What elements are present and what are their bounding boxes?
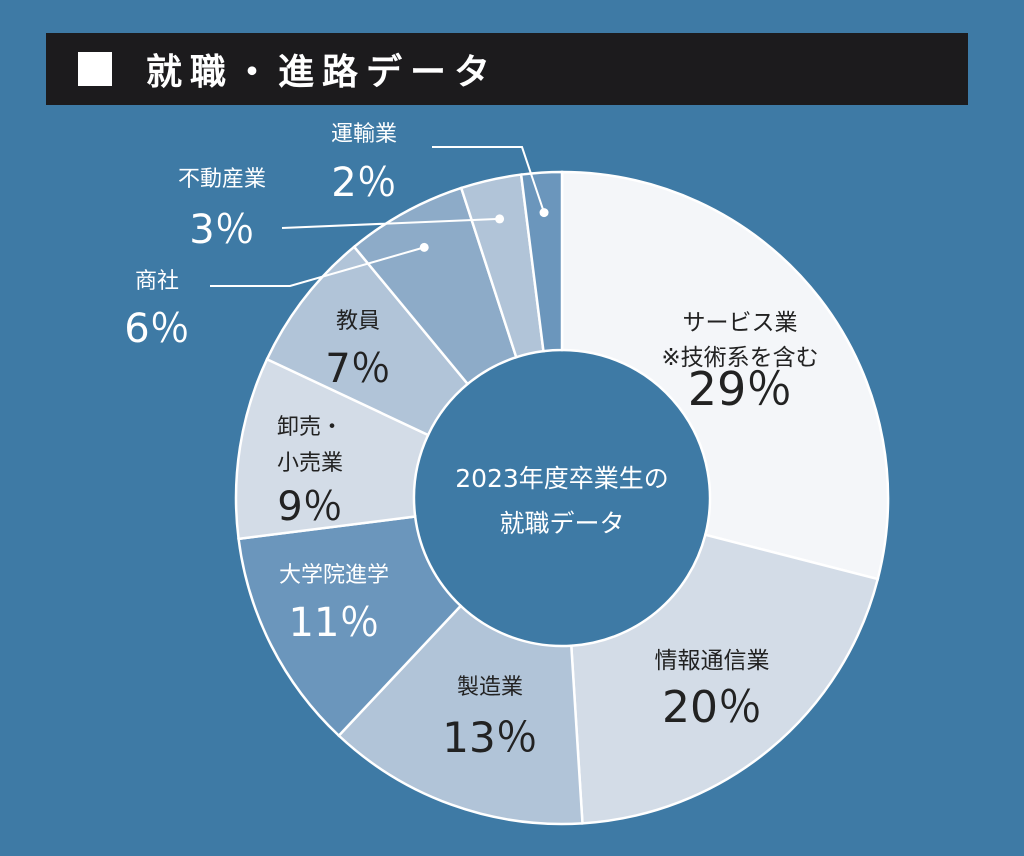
slice-label-2: 情報通信業	[655, 648, 770, 674]
slice-label-8: 不動産業	[178, 167, 266, 192]
slice-value-9: 2％	[331, 160, 396, 206]
callout-line-9	[432, 146, 545, 213]
slice-value-7: 6％	[124, 306, 189, 352]
square-bullet-icon	[78, 52, 112, 86]
slice-label-6: 教員	[336, 309, 380, 334]
center-label-line-1: 2023年度卒業生の	[455, 464, 669, 493]
slice-label-3: 製造業	[457, 675, 523, 700]
slice-label-5-line-2: 小売業	[277, 451, 343, 476]
center-label-line-2: 就職データ	[499, 509, 624, 538]
slice-label-7: 商社	[135, 269, 179, 294]
slice-3	[337, 604, 584, 826]
slice-value-2: 20％	[662, 682, 762, 733]
slice-9	[519, 170, 564, 353]
slice-value-5: 9％	[277, 484, 342, 530]
page-title: 就職・進路データ	[146, 52, 499, 93]
slice-label-1-line-1: サービス業	[683, 310, 798, 336]
slice-label-4: 大学院進学	[279, 563, 389, 588]
slice-value-3: 13％	[442, 713, 537, 762]
slice-label-5-line-1: 卸売・	[277, 415, 343, 440]
callout-line-8	[281, 217, 500, 229]
title-bar: 就職・進路データ	[46, 33, 968, 105]
slice-value-4: 11％	[289, 600, 380, 646]
callout-line-7	[210, 246, 425, 287]
slice-label-9: 運輸業	[331, 122, 397, 147]
slice-2	[569, 533, 880, 825]
slice-value-8: 3％	[189, 207, 254, 253]
slice-label-1-line-2: ※技術系を含む	[661, 345, 818, 371]
slice-1	[560, 170, 890, 581]
slice-value-1: 29％	[688, 362, 793, 416]
slice-value-6: 7％	[325, 346, 390, 392]
